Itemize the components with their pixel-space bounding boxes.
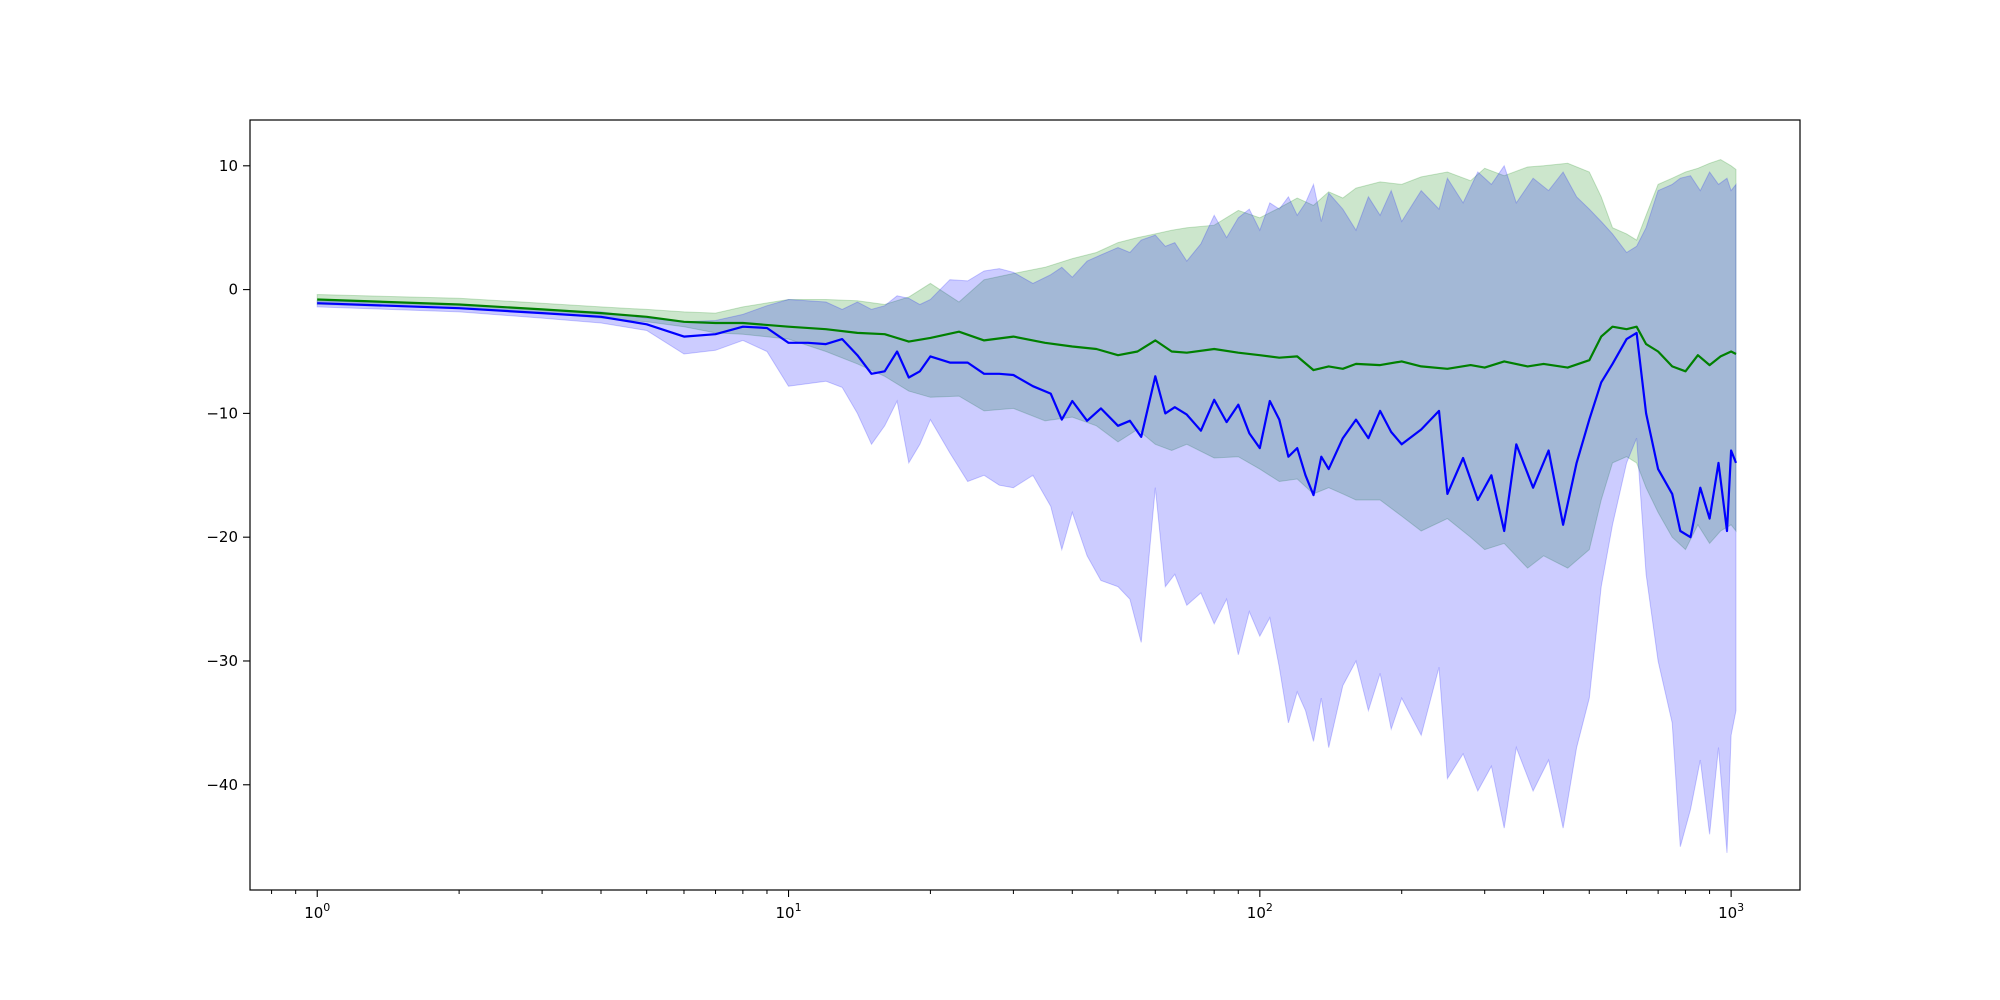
x-axis: 100 101 102 103 xyxy=(271,890,1744,922)
series-2-line xyxy=(317,302,1738,539)
series-1-band xyxy=(316,159,1737,569)
x-tick-label: 102 xyxy=(1247,901,1273,922)
series-1-line xyxy=(317,298,1737,373)
series-2-band xyxy=(316,164,1737,853)
x-tick-label: 101 xyxy=(775,901,801,922)
y-axis: 10 0 −10 −20 −30 −40 xyxy=(206,157,250,794)
plot-area-frame xyxy=(249,119,1801,891)
series-layer xyxy=(316,159,1738,853)
y-tick-label: 0 xyxy=(228,281,238,299)
y-tick-label: −40 xyxy=(206,776,238,794)
x-tick-label: 100 xyxy=(304,901,330,922)
y-tick-label: −10 xyxy=(206,404,238,422)
x-tick-label: 103 xyxy=(1718,901,1744,922)
y-tick-label: −20 xyxy=(206,528,238,546)
y-tick-label: 10 xyxy=(219,157,238,175)
y-tick-label: −30 xyxy=(206,652,238,670)
